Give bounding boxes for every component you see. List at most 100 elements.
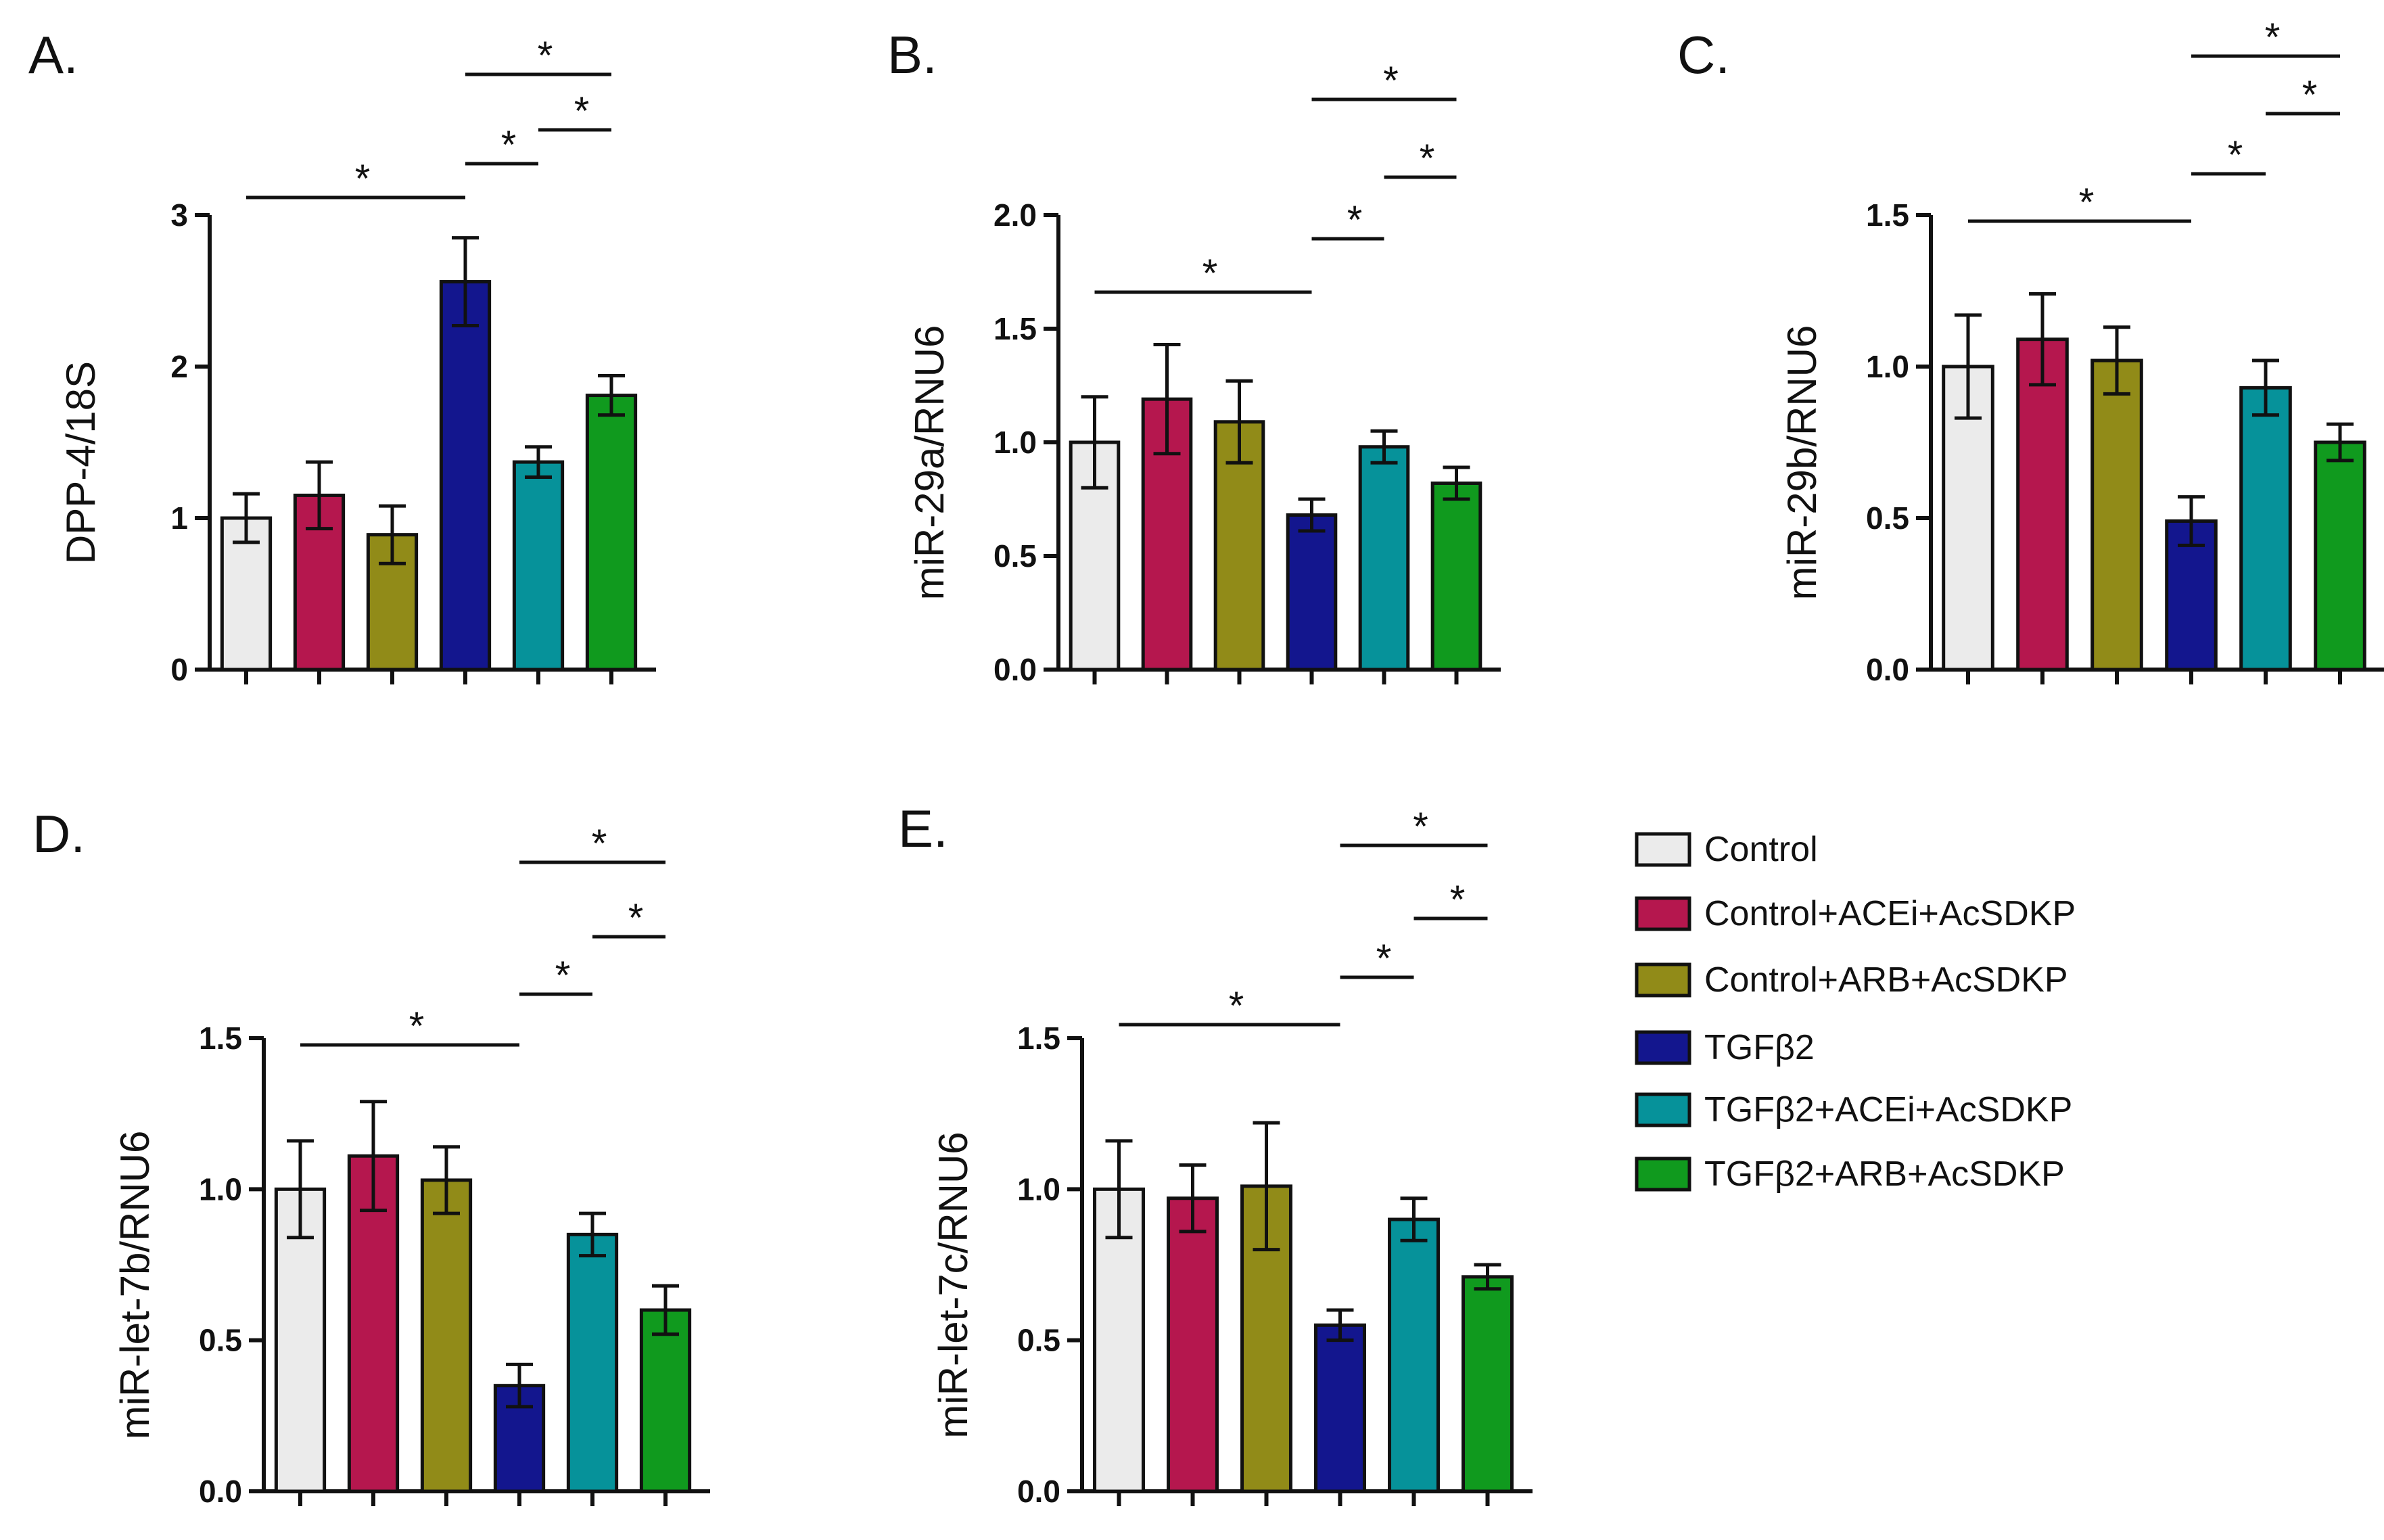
panel-label: A.	[28, 25, 78, 85]
bar-4	[439, 280, 492, 672]
bar-3	[1213, 420, 1265, 672]
legend-label: TGFβ2+ACEi+AcSDKP	[1704, 1090, 2072, 1129]
error-bar-5	[525, 445, 552, 480]
error-bar-4	[506, 1362, 533, 1409]
bar-2	[2016, 337, 2069, 672]
error-bar-6	[652, 1284, 679, 1336]
significance-star: *	[501, 123, 517, 167]
y-tick-label: 0.5	[1866, 500, 1909, 536]
error-bar-3	[2103, 325, 2130, 396]
chart-panels: A. 0 1 2 3 DPP-4/18S * * * * B. 0.0 0.5 1.0 1.5 2.0 miR-…	[28, 16, 2384, 1509]
y-tick-label: 0.5	[1017, 1323, 1060, 1358]
error-bar-2	[360, 1100, 387, 1213]
legend-item-3: Control+ARB+AcSDKP	[1635, 960, 2068, 1000]
error-bar-2	[306, 460, 333, 531]
chart-panel-d: D. 0.0 0.5 1.0 1.5 miR-let-7b/RNU6 * * * *	[32, 804, 710, 1509]
error-bar-1	[233, 492, 260, 544]
bar-1	[274, 1187, 327, 1493]
y-axis-title: miR-29b/RNU6	[1779, 325, 1825, 601]
significance-bar: *	[2191, 16, 2340, 60]
chart-panel-a: A. 0 1 2 3 DPP-4/18S * * * *	[28, 25, 656, 687]
legend-swatch	[1635, 1092, 1691, 1127]
error-bar-4	[1326, 1308, 1354, 1343]
significance-bar: *	[1340, 805, 1488, 849]
legend-swatch	[1635, 1030, 1691, 1065]
legend-swatch	[1635, 1157, 1691, 1192]
significance-star: *	[555, 954, 571, 998]
significance-star: *	[2228, 133, 2243, 177]
error-bar-5	[1400, 1196, 1428, 1242]
error-bar-4	[452, 236, 479, 328]
significance-bar: *	[1340, 937, 1414, 981]
significance-star: *	[2079, 181, 2095, 225]
significance-star: *	[1202, 252, 1218, 296]
bar-6	[2314, 440, 2366, 672]
error-bar-6	[598, 373, 625, 417]
significance-bar: *	[465, 123, 538, 167]
error-bar-3	[379, 504, 406, 565]
error-bar-3	[1253, 1121, 1280, 1252]
bar-1	[1093, 1187, 1145, 1493]
bar-5	[566, 1232, 619, 1493]
y-tick-label: 0.0	[1866, 652, 1909, 687]
significance-star: *	[592, 822, 607, 866]
chart-panel-c: C. 0.0 0.5 1.0 1.5 miR-29b/RNU6 * * * *	[1677, 16, 2384, 687]
error-bar-6	[1443, 465, 1470, 501]
significance-bar: *	[1968, 181, 2191, 225]
legend-swatch	[1635, 896, 1691, 931]
error-bar-6	[2327, 422, 2354, 463]
significance-star: *	[1383, 59, 1399, 103]
significance-bar: *	[1119, 984, 1340, 1028]
significance-bar: *	[300, 1004, 519, 1048]
bar-4	[1286, 513, 1338, 672]
legend-label: Control+ACEi+AcSDKP	[1704, 894, 2076, 933]
y-tick-label: 1.5	[199, 1021, 242, 1056]
y-tick-label: 1.5	[1866, 197, 1909, 233]
significance-bar: *	[2266, 73, 2340, 117]
panel-label: B.	[887, 25, 937, 85]
panel-label: C.	[1677, 25, 1730, 85]
y-tick-label: 0.0	[199, 1474, 242, 1509]
y-axis-title: miR-let-7c/RNU6	[931, 1131, 976, 1438]
legend-item-2: Control+ACEi+AcSDKP	[1635, 894, 2076, 933]
significance-bar: *	[1094, 252, 1312, 296]
significance-bar: *	[465, 34, 611, 78]
bar-6	[639, 1308, 692, 1493]
significance-bar: *	[538, 89, 611, 133]
y-tick-label: 2.0	[994, 197, 1037, 233]
y-tick-label: 2	[170, 349, 188, 384]
bar-3	[2090, 358, 2143, 672]
significance-star: *	[1420, 137, 1435, 181]
significance-star: *	[409, 1004, 425, 1048]
legend-item-4: TGFβ2	[1635, 1028, 1815, 1067]
significance-star: *	[1376, 937, 1392, 981]
significance-star: *	[355, 157, 371, 201]
legend-label: Control	[1704, 830, 1818, 869]
error-bar-6	[1474, 1263, 1501, 1291]
y-axis-title: miR-29a/RNU6	[907, 325, 952, 601]
bar-5	[1358, 445, 1410, 672]
legend-label: Control+ARB+AcSDKP	[1704, 960, 2068, 1000]
error-bar-5	[1370, 429, 1398, 465]
y-tick-label: 1.0	[199, 1171, 242, 1207]
bar-6	[585, 394, 638, 672]
significance-bar: *	[1413, 878, 1488, 922]
error-bar-1	[287, 1139, 314, 1240]
significance-star: *	[628, 896, 644, 940]
error-bar-1	[1955, 313, 1982, 420]
significance-star: *	[538, 34, 553, 78]
bar-3	[420, 1178, 473, 1493]
error-bar-5	[579, 1211, 606, 1258]
y-tick-label: 0.0	[994, 652, 1037, 687]
significance-bar: *	[2191, 133, 2266, 177]
y-tick-label: 1.0	[1017, 1171, 1060, 1207]
error-bar-2	[1153, 343, 1181, 456]
bar-5	[512, 460, 565, 672]
error-bar-5	[2252, 358, 2279, 417]
legend-label: TGFβ2+ARB+AcSDKP	[1704, 1154, 2065, 1194]
y-tick-label: 3	[170, 197, 188, 233]
bar-2	[1167, 1196, 1219, 1493]
legend-item-6: TGFβ2+ARB+AcSDKP	[1635, 1154, 2065, 1194]
legend-item-1: Control	[1635, 830, 1818, 869]
